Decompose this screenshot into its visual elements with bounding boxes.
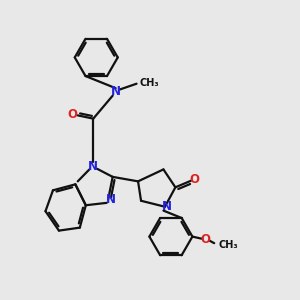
Text: O: O: [190, 173, 200, 186]
Text: N: N: [106, 193, 116, 206]
Text: O: O: [201, 233, 211, 246]
Text: N: N: [111, 85, 121, 98]
Text: CH₃: CH₃: [140, 78, 159, 88]
Text: CH₃: CH₃: [218, 240, 238, 250]
Text: O: O: [68, 108, 77, 121]
Text: N: N: [162, 200, 172, 213]
Text: N: N: [88, 160, 98, 173]
